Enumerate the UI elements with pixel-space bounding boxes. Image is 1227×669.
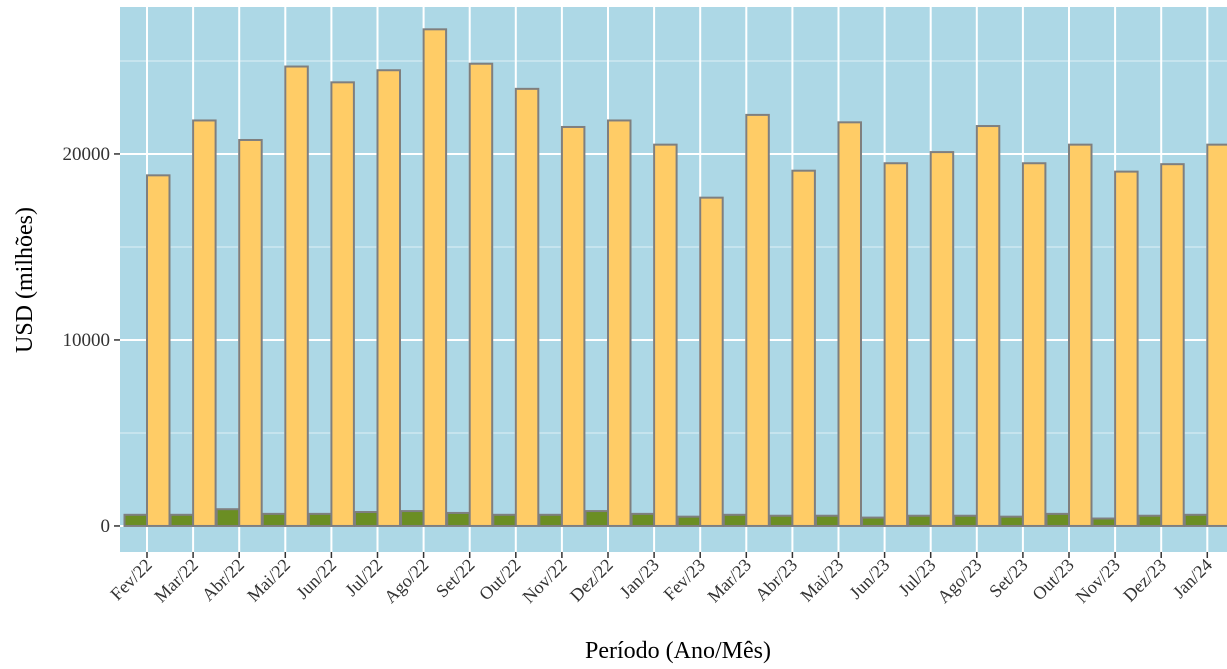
x-tick-label-14: Abr/23 [751, 555, 801, 605]
x-tick-label-20: Out/23 [1028, 555, 1078, 605]
bar-series0-11 [630, 512, 656, 527]
x-tick-label-1: Mar/22 [150, 555, 202, 607]
bar-series1-23 [1206, 143, 1227, 527]
bar-series0-14 [768, 514, 794, 527]
x-tick-label-0: Fev/22 [106, 555, 156, 605]
bar-series1-5 [376, 69, 401, 527]
bar-series1-0 [146, 174, 171, 527]
x-tick-label-11: Jan/23 [616, 555, 663, 602]
bar-series0-16 [861, 516, 886, 527]
bar-series0-6 [400, 510, 425, 527]
bar-series1-1 [192, 119, 217, 527]
bar-series0-22 [1137, 514, 1163, 527]
bar-series0-8 [492, 513, 517, 527]
bar-series0-13 [722, 513, 748, 527]
bar-series1-17 [929, 151, 955, 527]
x-tick-label-16: Jun/23 [845, 555, 893, 603]
bar-series1-12 [699, 196, 724, 527]
bar-series0-19 [999, 515, 1024, 527]
x-tick-label-22: Dez/23 [1119, 555, 1170, 606]
bar-series0-18 [953, 514, 978, 527]
x-tick-label-10: Dez/22 [566, 555, 617, 606]
bar-series0-3 [261, 512, 287, 527]
x-tick-label-12: Fev/23 [660, 555, 710, 605]
bar-series1-8 [514, 87, 540, 527]
y-axis-title: USD (milhões) [12, 207, 38, 353]
bar-series1-9 [560, 125, 586, 527]
bar-series1-13 [745, 113, 770, 527]
x-tick-label-13: Mar/23 [704, 555, 756, 607]
bar-series0-2 [215, 508, 241, 527]
bar-series1-2 [238, 138, 263, 527]
bar-series0-10 [584, 510, 609, 527]
x-tick-label-4: Jun/22 [292, 555, 340, 603]
bar-series0-12 [676, 515, 702, 527]
bar-series0-1 [169, 513, 195, 527]
bar-series1-11 [653, 143, 678, 527]
bar-series0-9 [538, 513, 563, 527]
bar-series0-7 [446, 511, 471, 527]
x-tick-label-7: Set/22 [432, 555, 479, 602]
x-tick-label-19: Set/23 [985, 555, 1032, 602]
y-tick-label-2: 20000 [63, 144, 111, 165]
bar-series1-22 [1160, 163, 1185, 527]
bar-series1-7 [468, 62, 494, 527]
bar-series1-6 [422, 28, 448, 527]
bar-series1-10 [607, 119, 632, 527]
bar-series1-19 [1021, 162, 1047, 527]
bar-series0-17 [907, 514, 932, 527]
bars [123, 28, 1227, 527]
x-tick-label-3: Mai/22 [243, 555, 294, 606]
bar-series1-20 [1068, 143, 1093, 527]
x-axis-title: Período (Ano/Mês) [585, 638, 771, 664]
x-tick-label-9: Nov/22 [518, 555, 570, 607]
x-tick-label-18: Ago/23 [933, 555, 985, 607]
y-axis-ticks: 0 10000 20000 [63, 144, 120, 537]
x-tick-label-23: Jan/24 [1169, 555, 1216, 602]
bar-series1-16 [883, 162, 909, 527]
bar-series0-21 [1091, 517, 1117, 527]
bar-series0-5 [354, 511, 379, 527]
x-tick-label-6: Ago/22 [380, 555, 432, 607]
bar-series1-15 [837, 121, 862, 527]
bar-series1-18 [975, 125, 1001, 527]
bar-series0-15 [815, 514, 840, 527]
bar-series1-21 [1114, 170, 1139, 527]
y-tick-label-0: 0 [101, 516, 111, 537]
bar-series0-23 [1183, 513, 1209, 527]
bar-series0-20 [1045, 512, 1070, 527]
bar-series0-0 [123, 513, 148, 527]
y-tick-label-1: 10000 [63, 330, 111, 351]
x-tick-label-21: Nov/23 [1072, 555, 1124, 607]
bar-series1-4 [330, 81, 355, 527]
x-tick-label-8: Out/22 [475, 555, 525, 605]
x-tick-label-15: Mai/23 [796, 555, 847, 606]
bar-series0-4 [307, 512, 333, 527]
bar-series1-14 [791, 169, 816, 527]
x-tick-label-2: Abr/22 [198, 555, 248, 605]
bar-series1-3 [284, 65, 309, 527]
